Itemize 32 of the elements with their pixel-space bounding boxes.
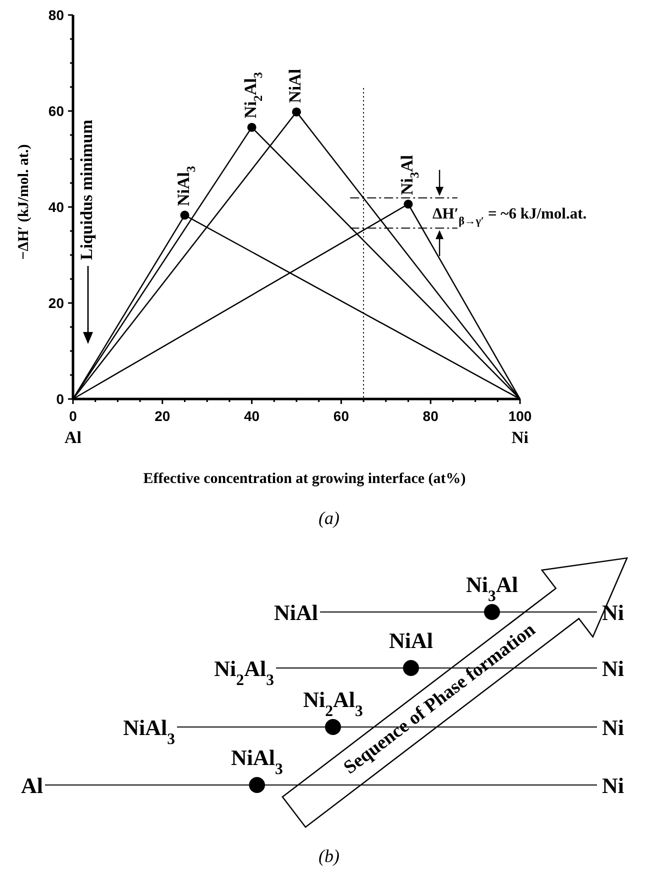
y-tick-label: 80 (48, 6, 64, 23)
text: Ni (602, 656, 624, 681)
text: NiAl$_{3}$ (231, 745, 284, 778)
text: NiAl$_{3}$ (123, 715, 176, 748)
text: (b) (318, 846, 340, 866)
annotation: NiAl (285, 68, 304, 103)
x-tick-label: 0 (69, 408, 78, 424)
y-tick-label: 40 (48, 198, 64, 215)
text: Al (21, 773, 43, 798)
x-tick-label: 100 (508, 408, 532, 424)
annotation: Liquidus minimum (76, 120, 96, 260)
text: (a) (318, 508, 340, 528)
text: NiAl (274, 600, 318, 625)
text: NiAl (389, 628, 433, 653)
text: Ni (512, 428, 529, 447)
text: Al (64, 428, 82, 447)
y-tick-label: 0 (56, 390, 64, 407)
y-tick-label: 60 (48, 102, 64, 119)
text: Ni$_{2}$Al$_{3}$ (214, 656, 274, 688)
y-tick-label: 20 (48, 294, 64, 311)
x-tick-label: 20 (154, 408, 170, 424)
x-tick-label: 80 (422, 408, 439, 424)
text: Ni (602, 715, 624, 740)
text: Ni (602, 600, 624, 625)
text: Ni$_{3}$Al (466, 572, 518, 604)
x-axis-title: Effective concentration at growing interface (at%) (143, 471, 466, 487)
y-axis-title: −ΔH′ (kJ/mol. at.) (16, 144, 32, 260)
text: Ni (602, 773, 624, 798)
annotation: ΔH′$_{β→γ′}$ = ~6 kJ/mol.at. (432, 205, 587, 228)
x-tick-label: 40 (244, 408, 260, 424)
x-tick-label: 60 (333, 408, 350, 424)
text: Ni$_{2}$Al$_{3}$ (303, 687, 363, 720)
